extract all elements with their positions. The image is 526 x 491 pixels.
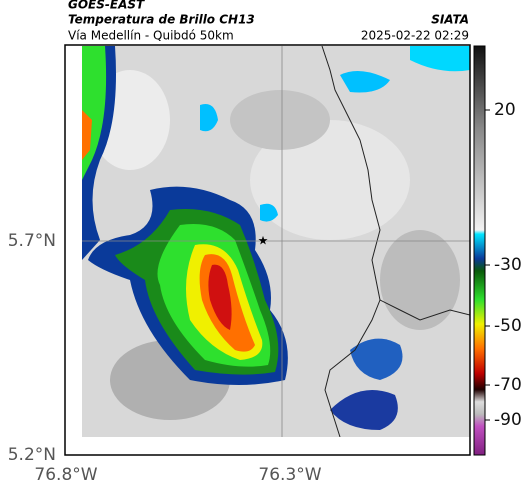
colorbar-tick-label: -50 [494,316,522,336]
colorbar [473,45,486,456]
x-label: 76.8°W [34,465,97,485]
subtitle: Vía Medellín - Quibdó 50km [68,29,234,43]
source: SIATA [431,13,469,27]
colorbar-tick-label: 20 [494,100,516,120]
y-label: 5.2°N [8,445,56,465]
city-marker: ★ [258,234,269,248]
datetime: 2025-02-22 02:29 [361,29,469,43]
x-label: 76.3°W [258,465,321,485]
satellite-image: ★ [82,46,470,437]
map-frame [64,44,471,456]
colorbar-tick-label: -90 [494,410,522,430]
colorbar-tick-label: -70 [494,375,522,395]
colorbar-ticks: 20 -30 -50 -70 -90 [485,100,522,430]
title: Temperatura de Brillo CH13 [68,13,255,27]
colorbar-tick-label: -30 [494,255,522,275]
y-label: 5.7°N [8,231,56,251]
product: GOES-EAST [68,0,145,12]
